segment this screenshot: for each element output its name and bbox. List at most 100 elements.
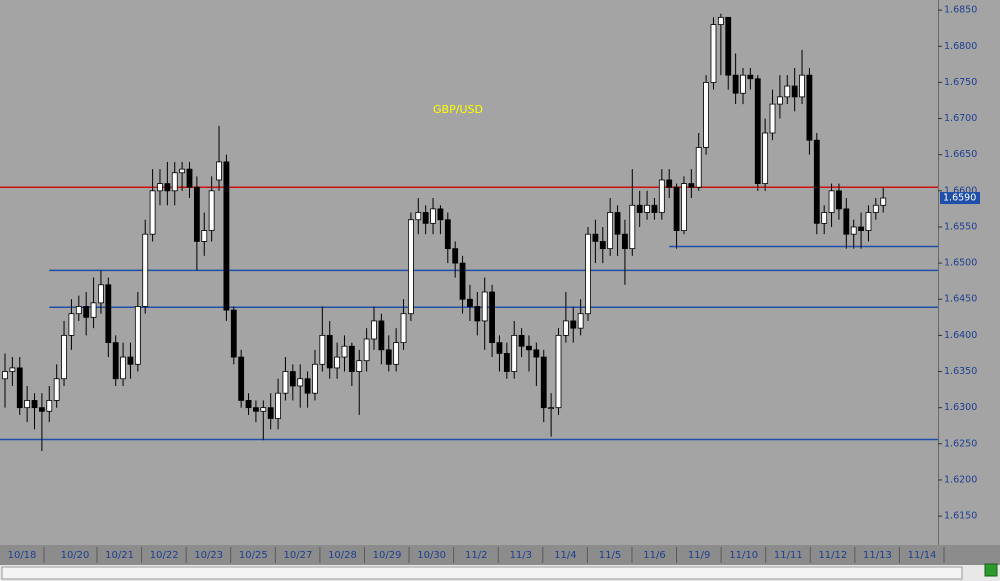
- candle-body: [326, 334, 333, 369]
- candle-body: [629, 204, 636, 250]
- candle-body: [872, 204, 879, 213]
- candle-body: [681, 183, 687, 231]
- y-tick-label: 1.6850: [944, 5, 977, 16]
- candle-body: [592, 233, 599, 242]
- x-tick-label: 11/12: [818, 550, 847, 561]
- y-tick-label: 1.6150: [944, 511, 977, 522]
- candle-body: [105, 284, 112, 344]
- candle-body: [717, 16, 724, 25]
- candle-body: [201, 230, 208, 242]
- candle-body: [171, 172, 178, 192]
- candle-body: [53, 378, 60, 401]
- candle-body: [732, 74, 739, 94]
- candle-body: [68, 313, 75, 336]
- x-tick-label: 11/13: [863, 550, 892, 561]
- candle-body: [821, 212, 828, 224]
- candle-body: [437, 208, 444, 221]
- y-tick-label: 1.6500: [944, 258, 977, 269]
- candle-body: [193, 186, 200, 242]
- corner-button[interactable]: [984, 563, 998, 577]
- candle-body: [393, 342, 400, 365]
- candle-body: [548, 407, 555, 410]
- x-tick-label: 10/28: [328, 550, 357, 561]
- candle-body: [813, 139, 820, 224]
- y-tick-label: 1.6650: [944, 149, 977, 160]
- candle-body: [481, 291, 488, 322]
- candle-body: [348, 345, 355, 372]
- candle-body: [422, 212, 429, 224]
- candle-body: [673, 186, 680, 231]
- candle-body: [415, 212, 422, 221]
- x-tick-label: 10/27: [283, 550, 312, 561]
- x-tick-label: 10/18: [8, 550, 37, 561]
- candle-body: [75, 306, 82, 315]
- candle-body: [762, 132, 769, 184]
- candle-body: [636, 204, 643, 213]
- candle-body: [754, 78, 761, 184]
- candle-body: [267, 407, 274, 419]
- candle-body: [334, 356, 341, 369]
- candle-body: [385, 349, 392, 365]
- candle-body: [452, 248, 459, 264]
- y-tick-label: 1.6200: [944, 474, 977, 485]
- candle-body: [828, 190, 835, 213]
- x-tick-label: 10/30: [417, 550, 446, 561]
- candle-body: [164, 183, 171, 192]
- candle-body: [120, 356, 126, 380]
- candle-body: [46, 400, 53, 412]
- date-axis: [0, 545, 1000, 565]
- scrollbar-track: [1, 566, 963, 580]
- candle-body: [489, 291, 495, 344]
- candle-body: [880, 197, 887, 206]
- candle-body: [245, 400, 252, 409]
- candle-body: [459, 262, 466, 300]
- y-tick-label: 1.6450: [944, 294, 977, 305]
- candle-body: [289, 371, 296, 387]
- candle-body: [238, 356, 245, 401]
- candle-body: [607, 212, 614, 250]
- candle-body: [282, 371, 289, 394]
- candle-body: [39, 407, 45, 412]
- x-tick-label: 11/10: [729, 550, 758, 561]
- x-tick-label: 11/9: [688, 550, 710, 561]
- candle-body: [127, 356, 134, 365]
- candle-body: [16, 367, 23, 409]
- candle-body: [363, 338, 370, 362]
- candle-body: [112, 342, 119, 380]
- candle-body: [806, 74, 813, 141]
- candle-body: [304, 378, 311, 394]
- candle-body: [157, 183, 163, 192]
- candle-body: [740, 74, 746, 94]
- candle-body: [444, 219, 451, 250]
- y-tick-label: 1.6400: [944, 330, 977, 341]
- plot-area: [0, 0, 938, 545]
- candle-body: [599, 241, 606, 250]
- x-tick-label: 10/21: [105, 550, 134, 561]
- candle-body: [503, 353, 510, 372]
- candle-body: [400, 313, 407, 344]
- candle-body: [496, 342, 503, 354]
- candle-body: [186, 168, 193, 188]
- candle-body: [511, 334, 518, 372]
- candle-body: [526, 345, 532, 351]
- chart-title: GBP/USD: [433, 103, 483, 116]
- x-tick-label: 11/6: [643, 550, 665, 561]
- candle-body: [83, 306, 90, 318]
- y-tick-label: 1.6700: [944, 113, 977, 124]
- candle-body: [208, 190, 215, 231]
- x-tick-label: 11/14: [908, 550, 937, 561]
- candle-body: [24, 400, 31, 409]
- candle-body: [518, 334, 525, 347]
- candle-body: [230, 309, 237, 358]
- y-tick-label: 1.6800: [944, 41, 977, 52]
- x-tick-label: 11/11: [774, 550, 803, 561]
- candle-body: [614, 212, 621, 235]
- x-tick-label: 10/29: [373, 550, 402, 561]
- y-tick-label: 1.6600: [944, 185, 977, 196]
- x-tick-label: 10/23: [194, 550, 223, 561]
- candle-body: [260, 407, 267, 412]
- candle-body: [179, 168, 186, 174]
- candle-body: [666, 179, 673, 188]
- candle-body: [784, 85, 791, 98]
